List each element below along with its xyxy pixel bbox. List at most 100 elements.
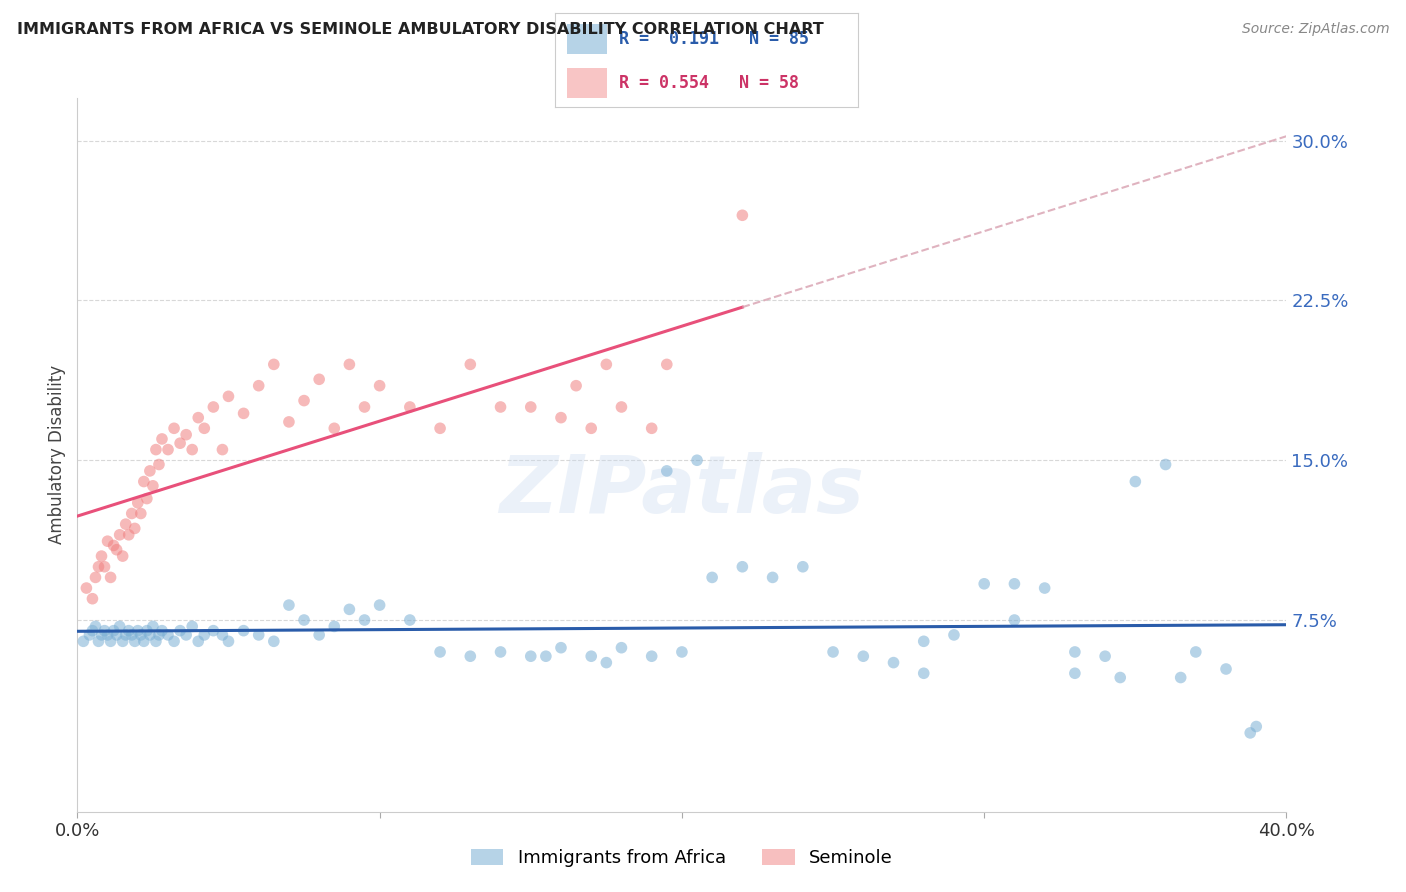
Point bbox=[368, 378, 391, 392]
Point bbox=[103, 624, 125, 638]
Point bbox=[458, 358, 481, 372]
Point bbox=[118, 624, 141, 638]
Bar bbox=[568, 68, 607, 98]
Point bbox=[96, 628, 118, 642]
Point bbox=[641, 421, 664, 435]
Point bbox=[581, 649, 603, 664]
Point bbox=[181, 442, 204, 457]
Point bbox=[211, 628, 233, 642]
Point bbox=[118, 528, 141, 542]
Point bbox=[353, 613, 375, 627]
Point bbox=[111, 549, 134, 563]
Point bbox=[105, 628, 128, 642]
Point bbox=[399, 613, 422, 627]
Point bbox=[429, 421, 451, 435]
Point bbox=[247, 378, 270, 392]
Point bbox=[103, 538, 125, 552]
Point bbox=[132, 634, 155, 648]
Text: ZIPatlas: ZIPatlas bbox=[499, 451, 865, 530]
Point bbox=[87, 559, 110, 574]
Point bbox=[308, 628, 330, 642]
Point bbox=[292, 613, 315, 627]
Point bbox=[108, 619, 131, 633]
Point bbox=[174, 427, 197, 442]
Point bbox=[1123, 475, 1146, 489]
Point bbox=[686, 453, 709, 467]
Text: R = 0.554   N = 58: R = 0.554 N = 58 bbox=[619, 74, 799, 92]
Point bbox=[1170, 671, 1192, 685]
Point bbox=[139, 464, 162, 478]
Text: R =  0.191   N = 85: R = 0.191 N = 85 bbox=[619, 29, 808, 47]
Point bbox=[489, 645, 512, 659]
Point bbox=[157, 442, 180, 457]
Point bbox=[1239, 726, 1261, 740]
Point bbox=[124, 521, 146, 535]
Point bbox=[193, 628, 215, 642]
Point bbox=[90, 549, 112, 563]
Point bbox=[169, 436, 191, 450]
Point bbox=[193, 421, 215, 435]
Point bbox=[278, 415, 301, 429]
Point bbox=[655, 464, 678, 478]
Point bbox=[127, 496, 149, 510]
Point bbox=[84, 570, 107, 584]
Point bbox=[135, 491, 157, 506]
Point bbox=[105, 542, 128, 557]
Point bbox=[308, 372, 330, 386]
Point bbox=[129, 628, 152, 642]
Point bbox=[142, 619, 165, 633]
Point bbox=[181, 619, 204, 633]
Point bbox=[157, 628, 180, 642]
Point bbox=[489, 400, 512, 414]
Point bbox=[169, 624, 191, 638]
Point bbox=[1184, 645, 1206, 659]
Point bbox=[595, 656, 617, 670]
Point bbox=[702, 570, 724, 584]
Point bbox=[84, 619, 107, 633]
Point bbox=[595, 358, 617, 372]
Point bbox=[1094, 649, 1116, 664]
Point bbox=[1064, 645, 1087, 659]
Point bbox=[87, 634, 110, 648]
Point bbox=[399, 400, 422, 414]
Point bbox=[114, 628, 136, 642]
Point bbox=[973, 576, 995, 591]
Point bbox=[520, 649, 543, 664]
Point bbox=[731, 208, 754, 222]
Point bbox=[90, 628, 112, 642]
Point bbox=[353, 400, 375, 414]
Point bbox=[232, 406, 254, 420]
Point bbox=[150, 624, 173, 638]
Point bbox=[323, 619, 346, 633]
Point bbox=[429, 645, 451, 659]
Point bbox=[1109, 671, 1132, 685]
Point bbox=[163, 634, 186, 648]
Point bbox=[731, 559, 754, 574]
Point bbox=[100, 634, 122, 648]
Point bbox=[852, 649, 875, 664]
Point bbox=[93, 559, 115, 574]
Point bbox=[218, 389, 240, 403]
Point bbox=[550, 640, 572, 655]
Point bbox=[150, 432, 173, 446]
Point bbox=[263, 358, 285, 372]
Point bbox=[263, 634, 285, 648]
Point bbox=[821, 645, 844, 659]
Point bbox=[148, 458, 170, 472]
Point bbox=[211, 442, 233, 457]
Point bbox=[458, 649, 481, 664]
Point bbox=[218, 634, 240, 648]
Point bbox=[93, 624, 115, 638]
Point bbox=[82, 624, 104, 638]
Point bbox=[75, 581, 97, 595]
Y-axis label: Ambulatory Disability: Ambulatory Disability bbox=[48, 366, 66, 544]
Point bbox=[610, 640, 633, 655]
Point bbox=[121, 507, 143, 521]
Point bbox=[1033, 581, 1056, 595]
Point bbox=[135, 624, 157, 638]
Point bbox=[565, 378, 588, 392]
Point bbox=[912, 666, 935, 681]
Point bbox=[100, 570, 122, 584]
Point bbox=[671, 645, 693, 659]
Point bbox=[132, 475, 155, 489]
